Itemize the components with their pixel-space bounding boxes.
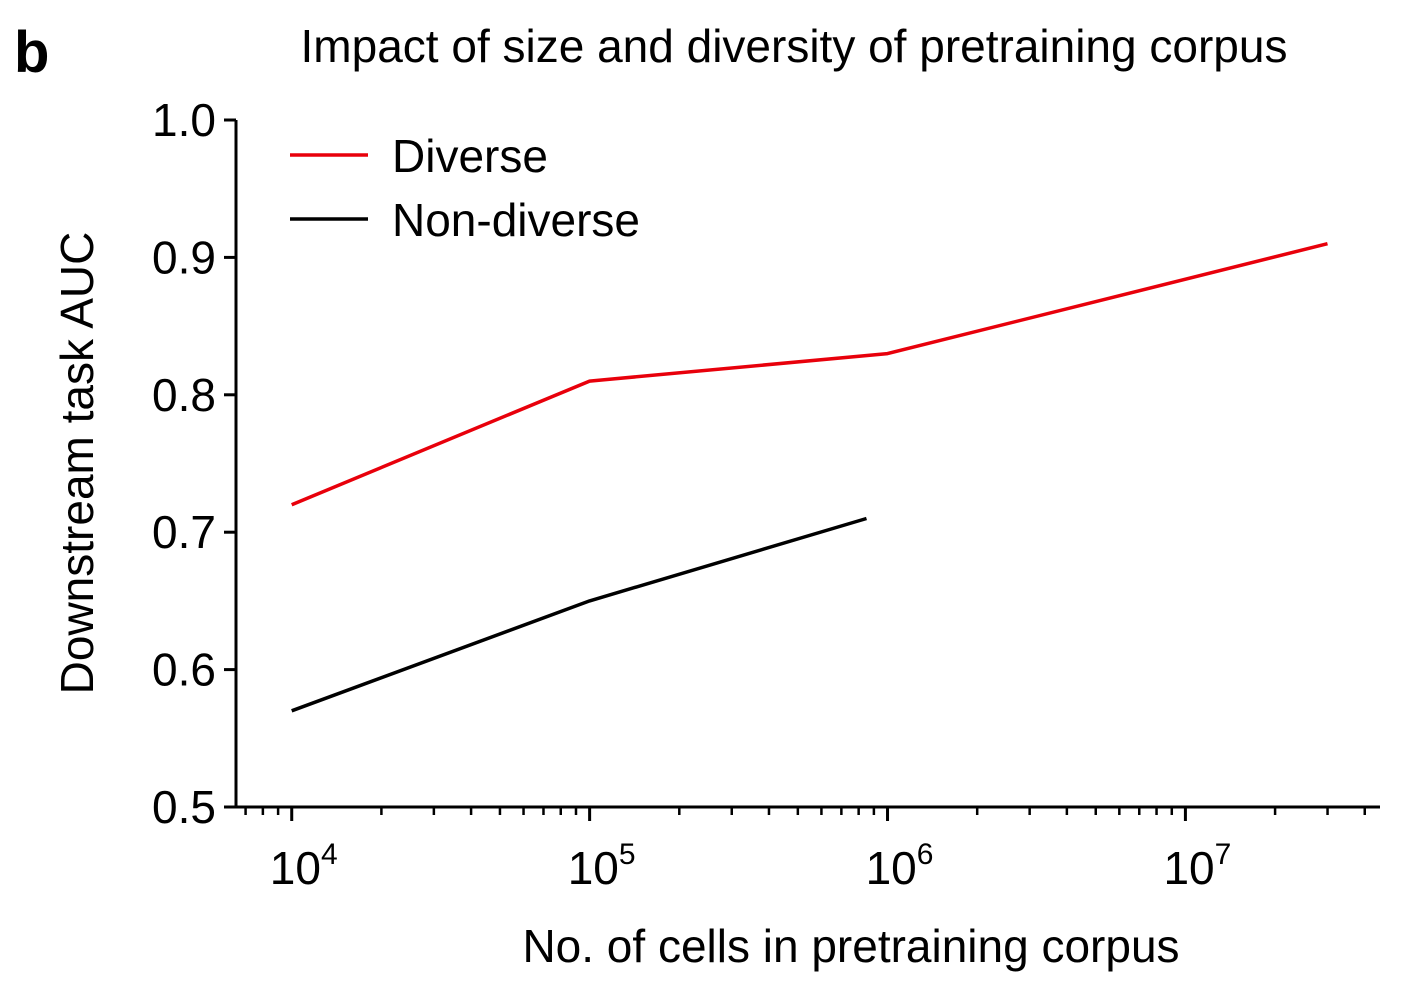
series-group (291, 242, 1328, 713)
y-axis-label: Downstream task AUC (51, 232, 103, 695)
axes (234, 120, 1380, 809)
y-tick-label: 0.6 (152, 644, 216, 696)
legend-label-diverse: Diverse (392, 130, 548, 182)
legend-label-non-diverse: Non-diverse (392, 194, 640, 246)
series-line-non-diverse (291, 516, 867, 713)
y-tick-label: 0.9 (152, 231, 216, 283)
legend: Diverse Non-diverse (290, 130, 640, 246)
x-axis-label: No. of cells in pretraining corpus (522, 920, 1179, 972)
x-tick-label: 105 (568, 838, 636, 894)
y-tick-label: 0.8 (152, 369, 216, 421)
chart-title: Impact of size and diversity of pretrain… (301, 20, 1288, 72)
y-tick-label: 0.5 (152, 781, 216, 833)
x-tick-label: 104 (270, 838, 338, 894)
series-line-diverse (291, 242, 1328, 507)
ticks: 0.5 0.6 0.7 0.8 0.9 1.0 104 105 106 107 (152, 94, 1367, 894)
x-tick-label: 106 (866, 838, 934, 894)
y-tick-label: 1.0 (152, 94, 216, 146)
panel-letter: b (14, 20, 49, 85)
y-tick-label: 0.7 (152, 506, 216, 558)
x-tick-label: 107 (1163, 838, 1231, 894)
